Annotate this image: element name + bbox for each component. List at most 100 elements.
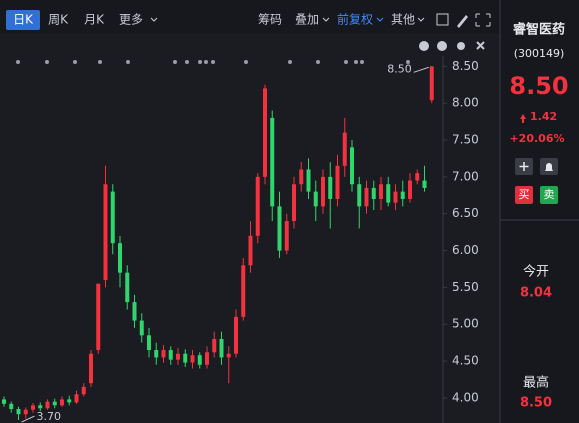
- stat-value: 8.50: [520, 396, 552, 411]
- candle-body: [103, 184, 108, 281]
- candle-body: [415, 173, 420, 181]
- candle-body: [379, 184, 383, 199]
- candle-body: [299, 169, 304, 185]
- y-tick-label: 5.50: [452, 280, 479, 294]
- candle-body: [139, 320, 144, 336]
- grid-icon[interactable]: [436, 13, 449, 26]
- zoom-in[interactable]: [437, 41, 447, 51]
- dropdown-icon: [417, 17, 425, 22]
- stat-label: 今开: [523, 264, 549, 280]
- quote-panel: [500, 0, 579, 423]
- y-tick-label: 4.00: [452, 390, 479, 404]
- candle-body: [219, 338, 224, 358]
- candle-body: [38, 405, 43, 409]
- tab[interactable]: 周K: [48, 13, 69, 27]
- stat-label: 最高: [523, 375, 549, 391]
- candle-body: [408, 180, 412, 199]
- candle-body: [45, 401, 50, 409]
- candle-body: [31, 405, 35, 410]
- event-markers: [16, 60, 410, 64]
- fullscreen-icon[interactable]: [475, 13, 491, 27]
- candle-body: [270, 117, 275, 207]
- y-tick-label: 7.50: [452, 133, 479, 147]
- candle-body: [284, 221, 289, 251]
- tab[interactable]: 更多: [119, 13, 143, 27]
- candle-body: [9, 403, 14, 409]
- candle-body: [205, 352, 209, 365]
- y-tick-label: 4.50: [452, 354, 479, 368]
- candle-body: [212, 338, 217, 353]
- candle-body: [118, 243, 122, 273]
- candle-body: [154, 350, 159, 358]
- candle-body: [67, 399, 72, 403]
- candle-body: [328, 176, 333, 199]
- sell-button[interactable]: [540, 186, 558, 204]
- zoom-out[interactable]: [419, 41, 429, 51]
- dropdown-icon: [376, 17, 384, 22]
- candle-body: [313, 191, 318, 207]
- candle-body: [306, 169, 311, 192]
- sell-label[interactable]: 卖: [544, 188, 555, 201]
- candle-body: [386, 184, 391, 203]
- stock-name: 睿智医药: [513, 22, 565, 38]
- candle-body: [292, 184, 296, 222]
- y-tick-label: 6.50: [452, 206, 479, 220]
- tool[interactable]: 叠加: [295, 13, 319, 27]
- close[interactable]: [476, 41, 485, 50]
- candle-body: [74, 394, 79, 403]
- candle-body: [16, 408, 21, 415]
- candle-body: [161, 350, 166, 358]
- candle-body: [168, 350, 173, 360]
- plus-icon: [519, 162, 529, 171]
- candle-body: [60, 399, 64, 406]
- candle-body: [357, 184, 362, 207]
- candle-body: [226, 353, 231, 358]
- candle-body: [2, 399, 6, 404]
- settings[interactable]: [457, 42, 465, 50]
- candle-body: [400, 191, 405, 199]
- candle-body: [429, 66, 434, 101]
- candle-body: [393, 191, 398, 203]
- candle-body: [364, 187, 369, 207]
- tool[interactable]: 筹码: [258, 13, 282, 27]
- candle-body: [335, 165, 340, 199]
- active-tab[interactable]: [6, 10, 40, 30]
- buy-label[interactable]: 买: [519, 188, 530, 201]
- annotation-arrow: [413, 66, 429, 73]
- candle-body: [190, 355, 195, 363]
- candle-body: [110, 191, 115, 244]
- y-tick-label: 8.50: [452, 59, 479, 73]
- candle-body: [342, 132, 347, 166]
- y-tick-label: 6.00: [452, 243, 479, 257]
- up-arrow: [520, 114, 526, 123]
- tool[interactable]: 其他: [391, 13, 415, 27]
- tab[interactable]: 月K: [84, 13, 105, 27]
- stock-code: (300149): [514, 47, 565, 60]
- candle-body: [234, 316, 238, 354]
- percent: +20.06%: [509, 132, 564, 145]
- annotation-arrow: [21, 415, 35, 423]
- stat-value: 8.04: [520, 286, 552, 301]
- y-tick-label: 7.00: [452, 169, 479, 183]
- candle-body: [422, 180, 427, 188]
- candle-body: [197, 355, 202, 365]
- candle-body: [183, 353, 188, 363]
- annotation: 8.50: [387, 62, 412, 75]
- dropdown-icon: [322, 17, 330, 22]
- candle-body: [23, 409, 28, 415]
- draw-icon[interactable]: [457, 15, 468, 28]
- tool[interactable]: 前复权: [337, 12, 373, 27]
- buy-button[interactable]: [515, 186, 533, 204]
- y-tick-label: 5.00: [452, 317, 479, 331]
- candle-body: [89, 353, 93, 384]
- tab[interactable]: 日K: [13, 13, 34, 27]
- candle-body: [255, 176, 260, 236]
- candle-body: [263, 88, 267, 177]
- y-tick-label: 8.00: [452, 96, 479, 110]
- toolbar: [0, 0, 500, 34]
- dropdown-icon: [150, 17, 158, 22]
- candle-body: [241, 265, 246, 317]
